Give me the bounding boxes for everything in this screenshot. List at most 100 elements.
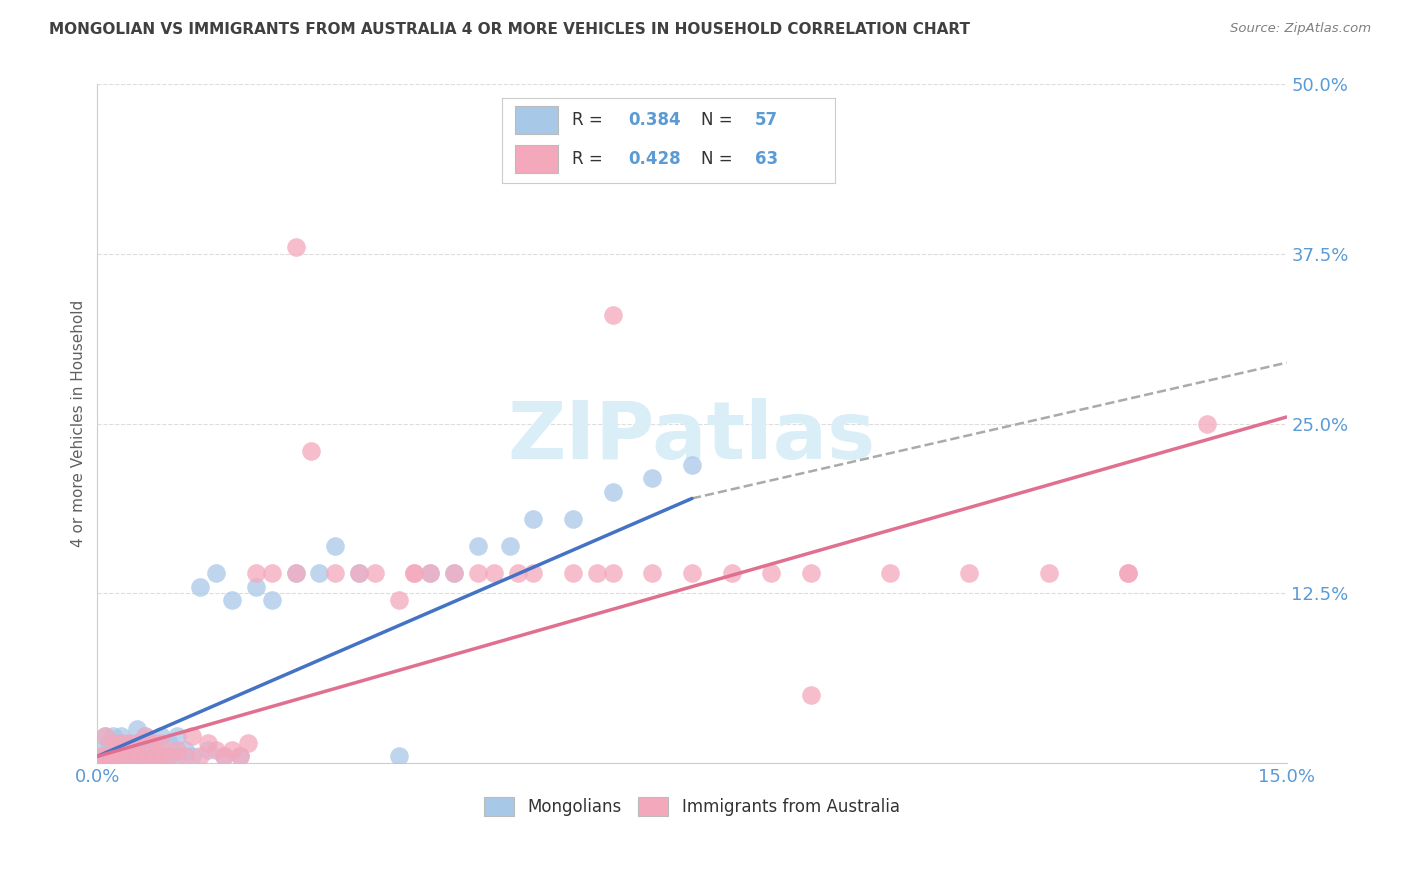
- Point: [142, 749, 165, 764]
- Point: [166, 729, 188, 743]
- Point: [602, 308, 624, 322]
- Y-axis label: 4 or more Vehicles in Household: 4 or more Vehicles in Household: [72, 301, 86, 548]
- Point: [166, 749, 188, 764]
- Point: [388, 593, 411, 607]
- Point: [681, 458, 703, 472]
- Point: [197, 742, 219, 756]
- Point: [105, 736, 128, 750]
- Point: [229, 749, 252, 764]
- Point: [134, 749, 156, 764]
- Point: [506, 566, 529, 580]
- Point: [157, 749, 180, 764]
- Text: ZIPatlas: ZIPatlas: [508, 399, 876, 476]
- Point: [800, 688, 823, 702]
- Point: [522, 566, 544, 580]
- Point: [94, 729, 117, 743]
- Point: [443, 566, 465, 580]
- Point: [229, 749, 252, 764]
- Point: [1197, 417, 1219, 431]
- Point: [173, 742, 195, 756]
- Point: [90, 749, 112, 764]
- Point: [467, 539, 489, 553]
- Point: [105, 749, 128, 764]
- Point: [761, 566, 783, 580]
- Point: [110, 736, 132, 750]
- Point: [134, 749, 156, 764]
- Point: [157, 749, 180, 764]
- Point: [284, 566, 307, 580]
- Point: [190, 749, 212, 764]
- Point: [118, 749, 141, 764]
- Point: [323, 566, 346, 580]
- Point: [98, 736, 121, 750]
- Point: [562, 512, 585, 526]
- Point: [118, 742, 141, 756]
- Point: [221, 742, 243, 756]
- Point: [879, 566, 901, 580]
- Point: [205, 566, 228, 580]
- Point: [522, 512, 544, 526]
- Point: [347, 566, 370, 580]
- Point: [498, 539, 520, 553]
- Point: [562, 566, 585, 580]
- Point: [205, 742, 228, 756]
- Point: [404, 566, 426, 580]
- Point: [299, 444, 322, 458]
- Point: [110, 749, 132, 764]
- Point: [236, 736, 259, 750]
- Point: [149, 736, 172, 750]
- Text: MONGOLIAN VS IMMIGRANTS FROM AUSTRALIA 4 OR MORE VEHICLES IN HOUSEHOLD CORRELATI: MONGOLIAN VS IMMIGRANTS FROM AUSTRALIA 4…: [49, 22, 970, 37]
- Point: [125, 749, 148, 764]
- Point: [103, 736, 125, 750]
- Point: [221, 593, 243, 607]
- Point: [173, 749, 195, 764]
- Point: [284, 240, 307, 254]
- Point: [364, 566, 387, 580]
- Point: [197, 736, 219, 750]
- Point: [105, 742, 128, 756]
- Point: [103, 742, 125, 756]
- Point: [245, 580, 267, 594]
- Point: [149, 749, 172, 764]
- Point: [681, 566, 703, 580]
- Point: [641, 471, 664, 485]
- Point: [142, 736, 165, 750]
- Point: [1116, 566, 1139, 580]
- Point: [181, 749, 204, 764]
- Point: [125, 722, 148, 736]
- Point: [118, 736, 141, 750]
- Point: [98, 749, 121, 764]
- Point: [134, 742, 156, 756]
- Point: [1116, 566, 1139, 580]
- Point: [125, 736, 148, 750]
- Point: [103, 749, 125, 764]
- Point: [142, 736, 165, 750]
- Point: [419, 566, 441, 580]
- Point: [118, 736, 141, 750]
- Point: [602, 484, 624, 499]
- Point: [110, 749, 132, 764]
- Point: [419, 566, 441, 580]
- Point: [388, 749, 411, 764]
- Point: [467, 566, 489, 580]
- Legend: Mongolians, Immigrants from Australia: Mongolians, Immigrants from Australia: [478, 790, 907, 822]
- Point: [323, 539, 346, 553]
- Point: [404, 566, 426, 580]
- Point: [190, 580, 212, 594]
- Point: [110, 736, 132, 750]
- Point: [800, 566, 823, 580]
- Point: [110, 729, 132, 743]
- Point: [94, 729, 117, 743]
- Point: [347, 566, 370, 580]
- Point: [142, 742, 165, 756]
- Point: [641, 566, 664, 580]
- Point: [443, 566, 465, 580]
- Point: [134, 729, 156, 743]
- Text: Source: ZipAtlas.com: Source: ZipAtlas.com: [1230, 22, 1371, 36]
- Point: [142, 749, 165, 764]
- Point: [157, 736, 180, 750]
- Point: [149, 749, 172, 764]
- Point: [134, 729, 156, 743]
- Point: [90, 742, 112, 756]
- Point: [125, 742, 148, 756]
